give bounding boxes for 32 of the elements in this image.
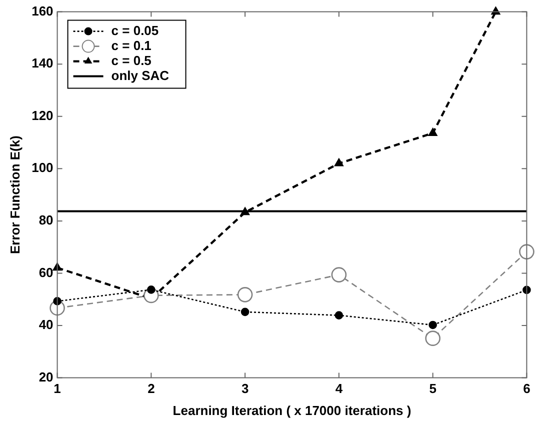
y-tick-label: 120	[32, 108, 54, 123]
y-tick-label: 80	[38, 212, 54, 228]
point	[425, 330, 440, 346]
point	[334, 311, 344, 320]
x-tick-label: 6	[523, 381, 530, 396]
point	[428, 320, 437, 330]
point	[237, 287, 253, 302]
x-axis-title: Learning Iteration ( x 17000 iterations )	[172, 402, 412, 418]
legend-label: c = 0.05	[111, 22, 159, 38]
legend-label: c = 0.1	[111, 38, 152, 53]
y-tick-label: 60	[38, 264, 54, 280]
y-tick-label: 20	[38, 369, 54, 384]
x-tick-label: 5	[429, 381, 436, 396]
point	[240, 308, 250, 316]
point	[240, 208, 250, 216]
x-tick-label: 4	[335, 381, 344, 396]
y-axis-title: Error Function E(k)	[7, 136, 22, 254]
x-tick-label: 1	[54, 381, 61, 396]
point	[334, 158, 344, 166]
point	[519, 244, 534, 260]
legend-label: only SAC	[111, 68, 170, 83]
y-tick-label: 40	[38, 317, 54, 332]
x-tick-label: 2	[148, 381, 155, 396]
point	[53, 263, 62, 271]
y-tick-label: 140	[32, 56, 54, 71]
point	[331, 267, 347, 282]
point	[492, 7, 500, 15]
x-tick-label: 3	[241, 381, 249, 396]
point	[147, 286, 156, 294]
legend-label: c = 0.5	[111, 52, 152, 68]
y-tick-label: 160	[32, 3, 54, 18]
y-tick-label: 100	[32, 160, 54, 176]
